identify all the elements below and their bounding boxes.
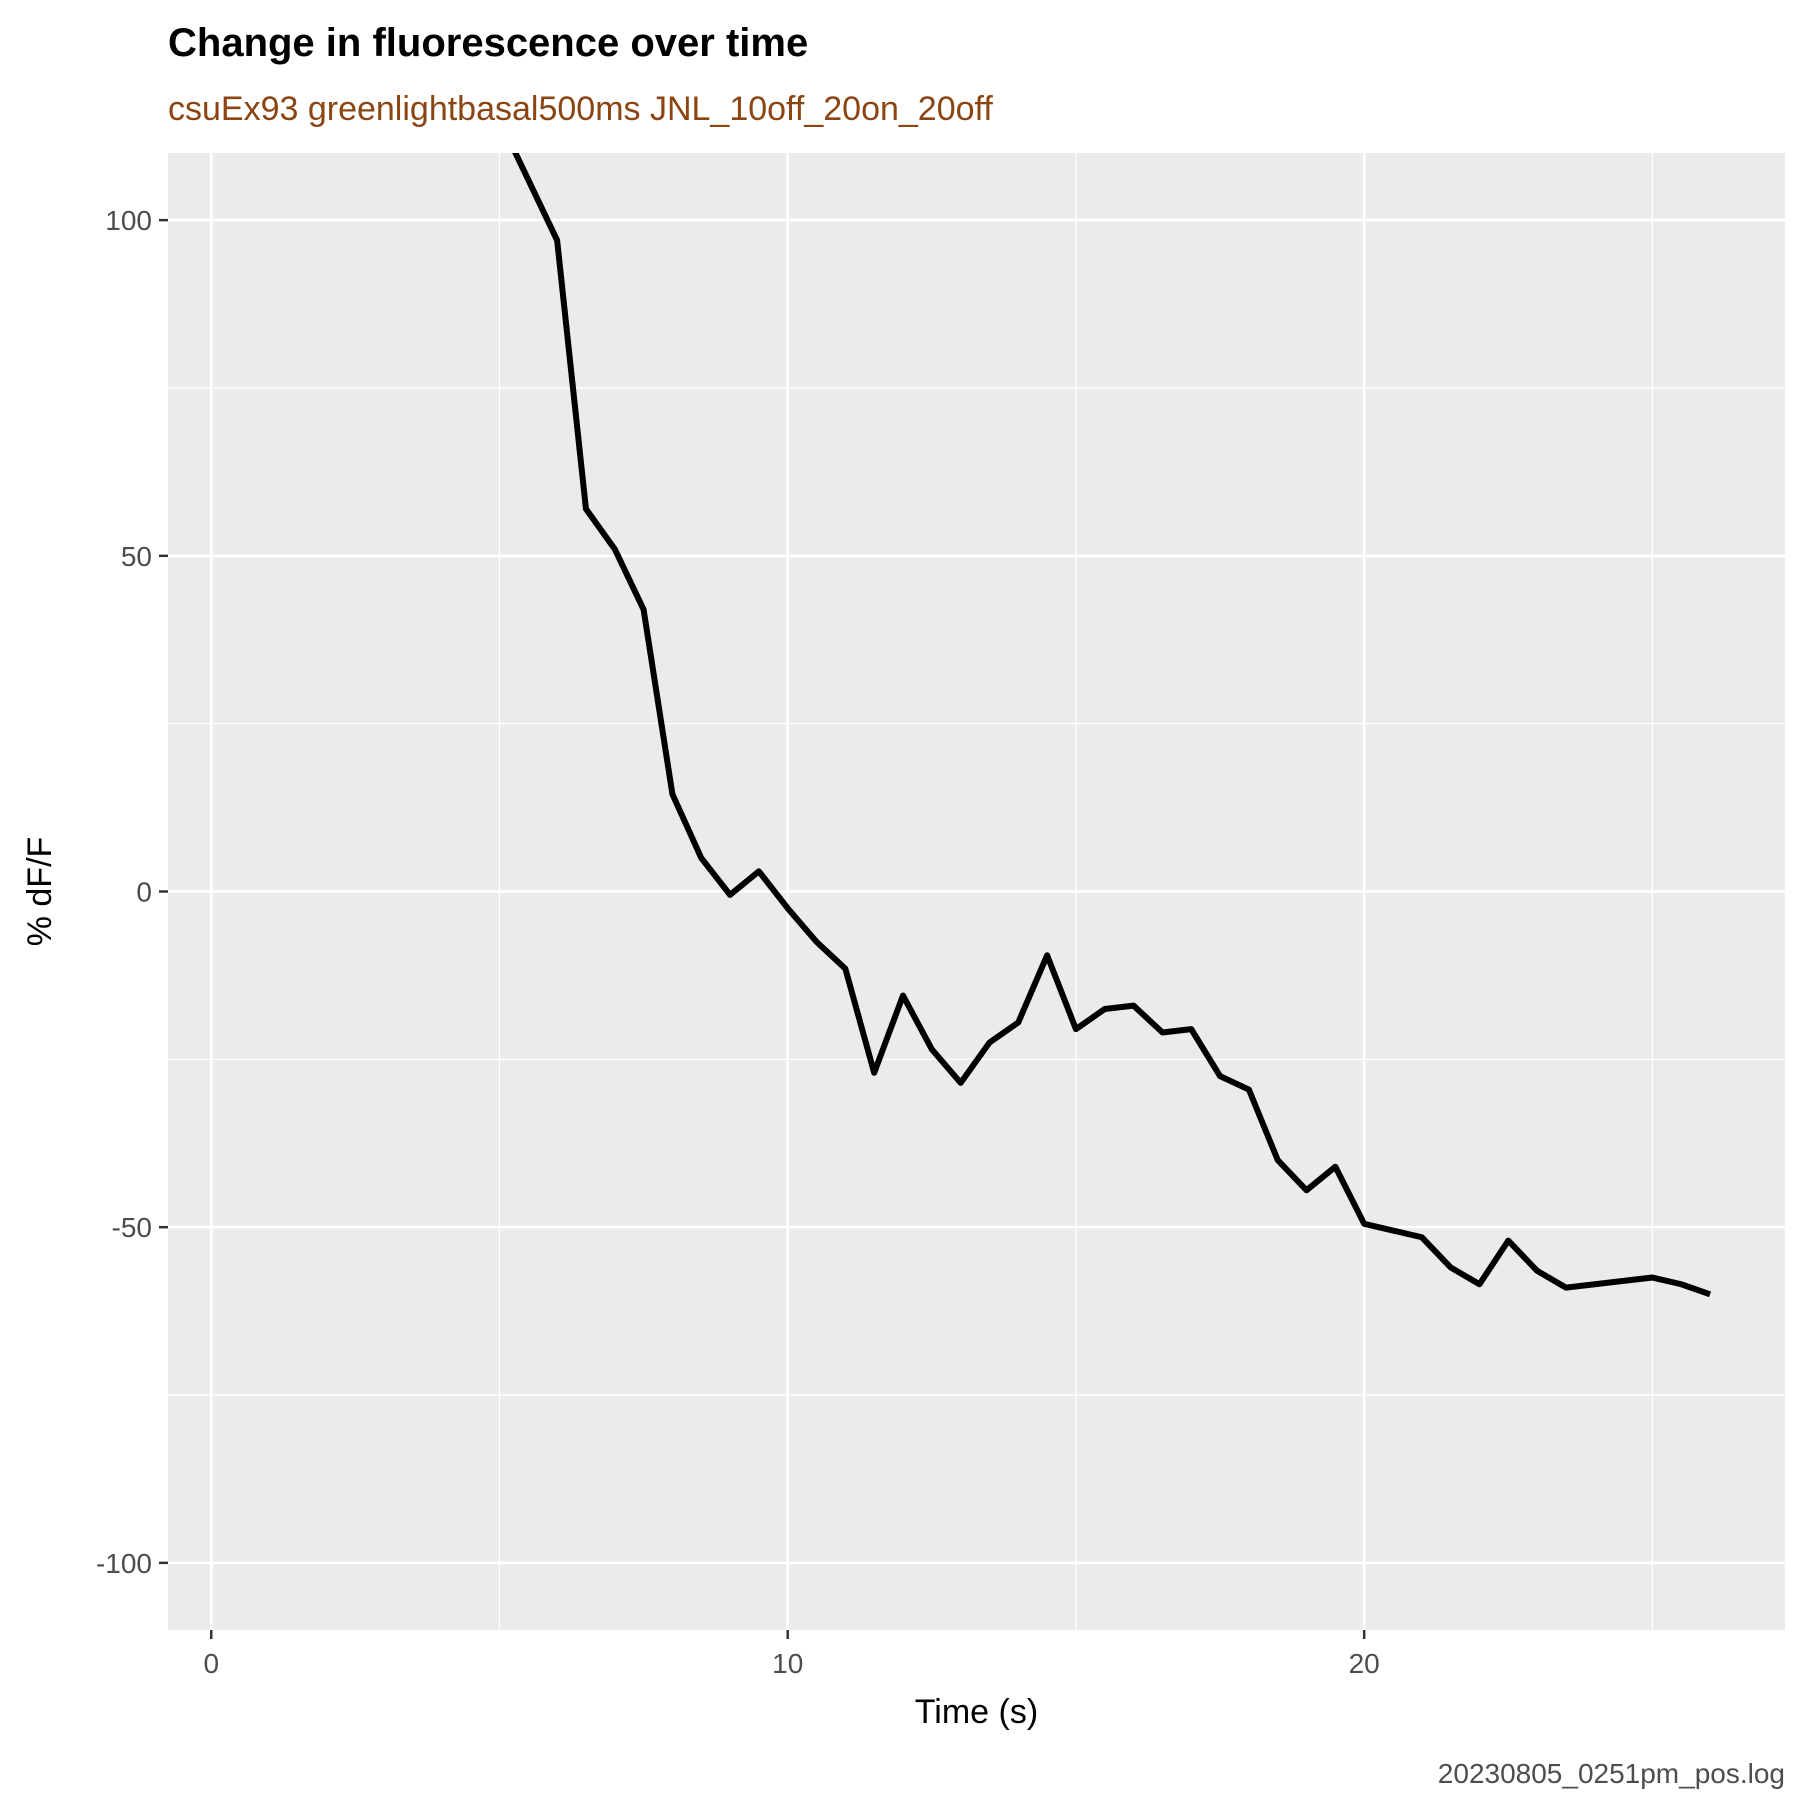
y-tick-labels: -100 -50 0 50 100 bbox=[96, 205, 152, 1579]
chart-subtitle: csuEx93 greenlightbasal500ms JNL_10off_2… bbox=[168, 90, 993, 128]
y-tick-label: -100 bbox=[96, 1548, 152, 1579]
axis-ticks bbox=[159, 218, 1366, 1639]
x-tick-label: 0 bbox=[203, 1648, 219, 1679]
chart-caption: 20230805_0251pm_pos.log bbox=[1438, 1758, 1785, 1789]
y-tick-label: -50 bbox=[112, 1212, 152, 1243]
y-axis-title: % dF/F bbox=[21, 837, 59, 947]
x-tick-labels: 0 10 20 bbox=[203, 1648, 1379, 1679]
chart-title: Change in fluorescence over time bbox=[168, 21, 808, 65]
y-tick-label: 50 bbox=[121, 541, 152, 572]
y-tick-label: 0 bbox=[136, 877, 152, 908]
x-tick-label: 20 bbox=[1349, 1648, 1380, 1679]
x-tick-label: 10 bbox=[772, 1648, 803, 1679]
series-layer bbox=[512, 153, 1712, 1298]
series-line bbox=[512, 153, 1712, 1298]
major-grid bbox=[168, 153, 1785, 1630]
x-axis-title: Time (s) bbox=[915, 1693, 1038, 1731]
y-tick-label: 100 bbox=[105, 205, 152, 236]
